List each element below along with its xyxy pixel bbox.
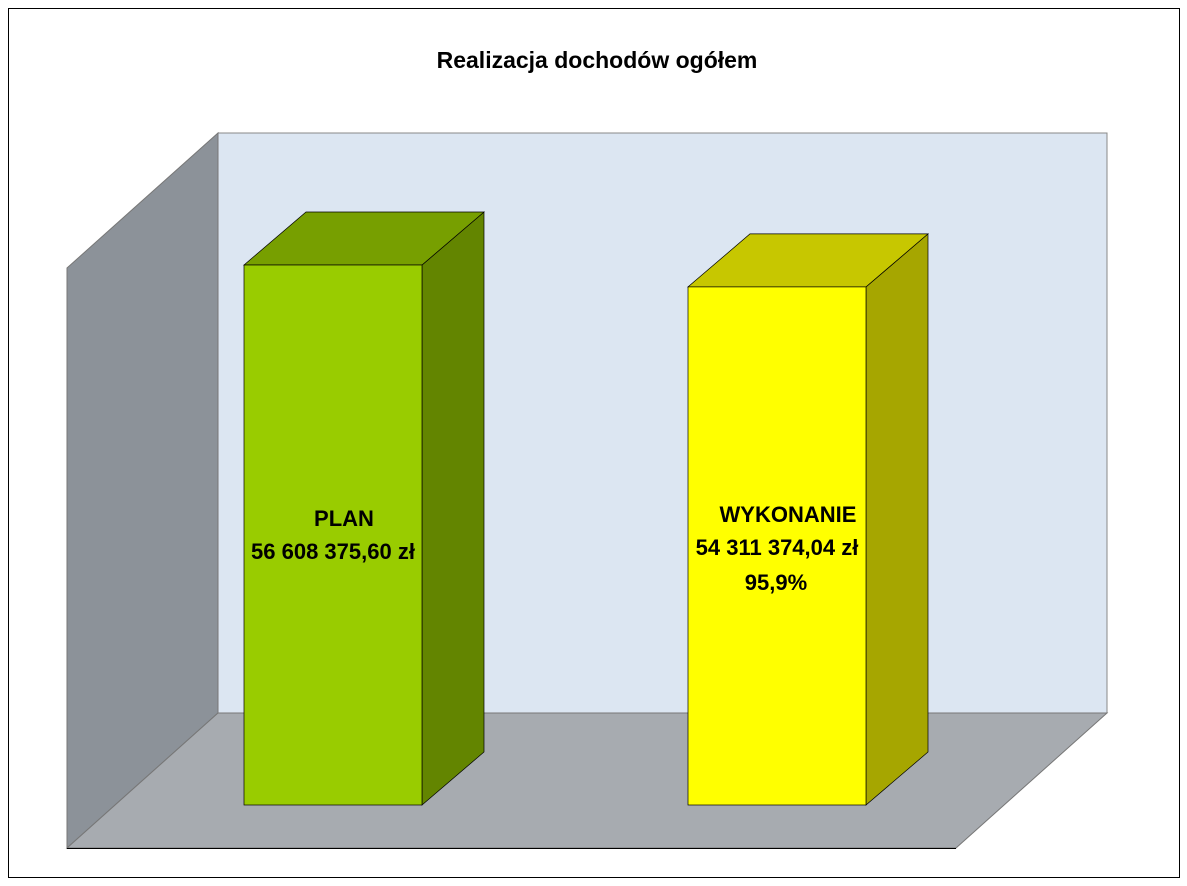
category-label: WYKONANIE	[720, 502, 857, 527]
bar-side	[421, 211, 485, 806]
chart-title: Realizacja dochodów ogółem	[437, 47, 758, 73]
floor	[65, 712, 1109, 849]
value-label: 56 608 375,60 zł	[251, 539, 415, 564]
bar-side	[865, 233, 929, 806]
annotation: 95,9%	[745, 570, 807, 595]
bar	[687, 286, 867, 806]
category-label: PLAN	[314, 506, 374, 531]
bar	[243, 264, 423, 806]
value-label: 54 311 374,04 zł	[696, 535, 859, 560]
